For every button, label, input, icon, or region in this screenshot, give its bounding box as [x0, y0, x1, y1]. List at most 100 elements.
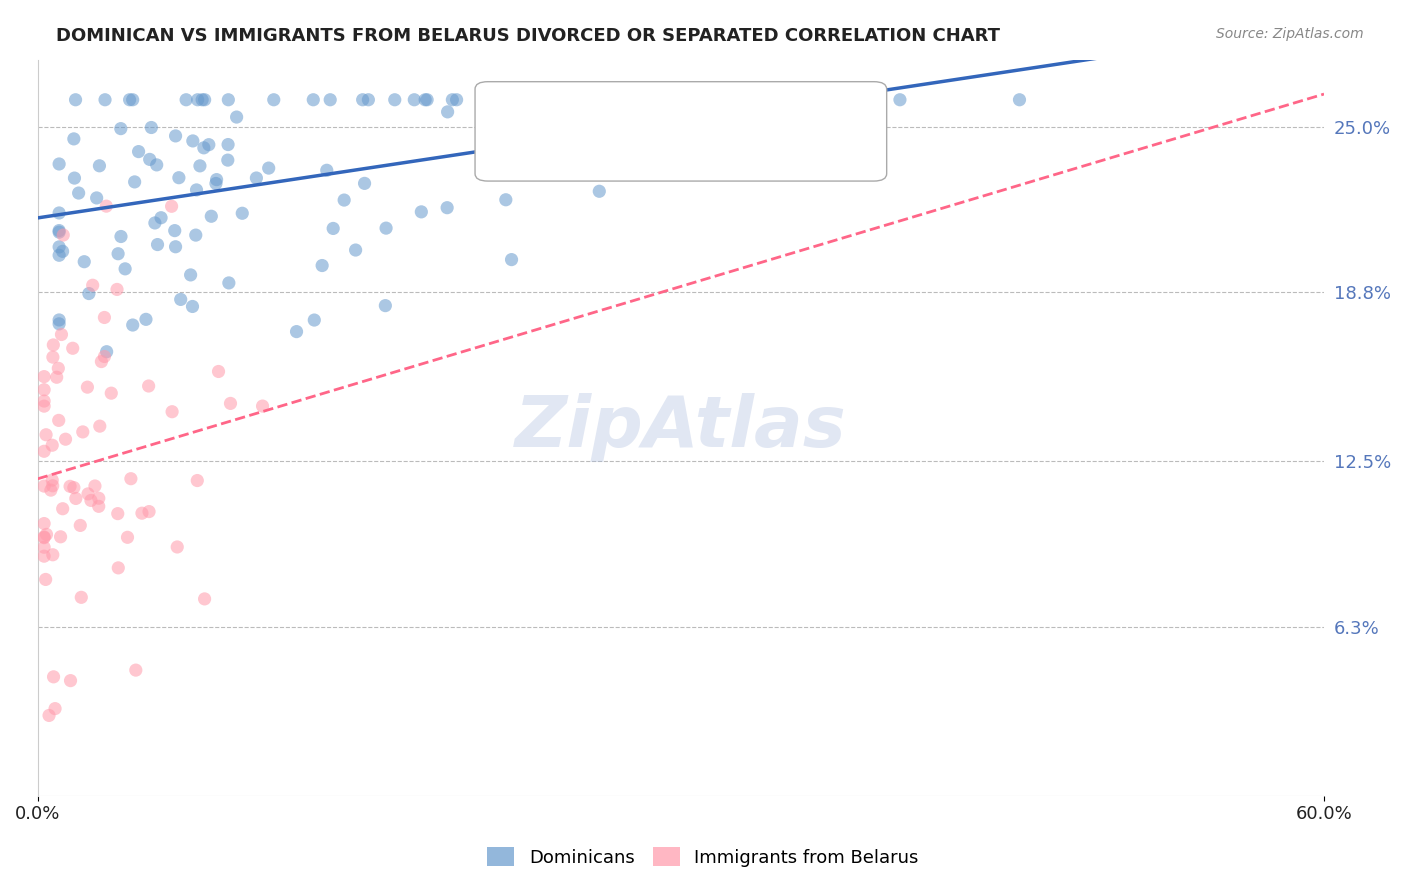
Dominicans	[67, 186, 90, 200]
Dominicans	[63, 132, 86, 146]
Immigrants from Belarus	[82, 278, 104, 293]
Dominicans	[344, 243, 367, 257]
Dominicans	[319, 93, 342, 107]
Immigrants from Belarus	[77, 487, 100, 501]
Dominicans	[165, 128, 187, 143]
Immigrants from Belarus	[32, 549, 55, 564]
Immigrants from Belarus	[87, 500, 110, 514]
Dominicans	[48, 313, 70, 327]
Dominicans	[187, 93, 209, 107]
Immigrants from Belarus	[138, 379, 160, 393]
Immigrants from Belarus	[120, 472, 142, 486]
Dominicans	[170, 293, 193, 307]
Dominicans	[446, 93, 468, 107]
Dominicans	[48, 157, 70, 171]
Dominicans	[302, 93, 325, 107]
Dominicans	[225, 110, 247, 124]
Immigrants from Belarus	[32, 369, 55, 384]
Dominicans	[205, 172, 228, 186]
Immigrants from Belarus	[89, 419, 111, 434]
Immigrants from Belarus	[32, 394, 55, 409]
Dominicans	[218, 276, 240, 290]
Dominicans	[374, 299, 396, 313]
Immigrants from Belarus	[76, 380, 98, 394]
Dominicans	[333, 193, 356, 207]
Dominicans	[73, 254, 96, 268]
Dominicans	[48, 248, 70, 262]
Dominicans	[200, 209, 222, 223]
Dominicans	[644, 119, 666, 133]
Dominicans	[352, 93, 374, 107]
FancyBboxPatch shape	[475, 82, 887, 181]
Dominicans	[322, 221, 344, 235]
Immigrants from Belarus	[207, 364, 229, 378]
Dominicans	[167, 170, 190, 185]
Dominicans	[48, 317, 70, 331]
Immigrants from Belarus	[52, 501, 75, 516]
Dominicans	[436, 201, 458, 215]
Immigrants from Belarus	[32, 399, 55, 413]
Immigrants from Belarus	[62, 341, 84, 355]
Immigrants from Belarus	[35, 427, 58, 442]
Immigrants from Belarus	[65, 491, 87, 506]
Immigrants from Belarus	[51, 327, 73, 342]
Dominicans	[128, 145, 150, 159]
Dominicans	[636, 93, 658, 107]
Dominicans	[86, 191, 108, 205]
Dominicans	[180, 268, 202, 282]
Dominicans	[217, 93, 239, 107]
Dominicans	[121, 93, 143, 107]
Dominicans	[163, 224, 186, 238]
Immigrants from Belarus	[32, 479, 55, 493]
Dominicans	[114, 261, 136, 276]
Immigrants from Belarus	[105, 282, 128, 296]
Immigrants from Belarus	[72, 425, 94, 439]
Dominicans	[245, 171, 267, 186]
Immigrants from Belarus	[100, 386, 122, 401]
Dominicans	[411, 205, 433, 219]
Dominicans	[716, 93, 738, 107]
Immigrants from Belarus	[166, 540, 188, 554]
Immigrants from Belarus	[52, 227, 75, 242]
Dominicans	[174, 93, 197, 107]
Dominicans	[495, 193, 517, 207]
Dominicans	[257, 161, 280, 175]
Dominicans	[65, 93, 87, 107]
Immigrants from Belarus	[80, 493, 103, 508]
Dominicans	[124, 175, 146, 189]
Dominicans	[562, 93, 585, 107]
Dominicans	[146, 237, 169, 252]
Dominicans	[121, 318, 143, 332]
Text: ZipAtlas: ZipAtlas	[515, 393, 846, 462]
Dominicans	[413, 93, 436, 107]
Legend: R =  0.399  N =  102, R = -0.031  N =  70: R = 0.399 N = 102, R = -0.031 N = 70	[546, 91, 815, 164]
Immigrants from Belarus	[42, 670, 65, 684]
Dominicans	[48, 223, 70, 237]
Immigrants from Belarus	[63, 481, 86, 495]
Dominicans	[304, 313, 326, 327]
Immigrants from Belarus	[39, 483, 62, 497]
Dominicans	[138, 153, 160, 167]
Immigrants from Belarus	[42, 338, 65, 352]
Dominicans	[205, 177, 228, 191]
Immigrants from Belarus	[90, 354, 112, 368]
Dominicans	[263, 93, 285, 107]
Dominicans	[645, 93, 668, 107]
Dominicans	[353, 177, 375, 191]
Immigrants from Belarus	[59, 673, 82, 688]
Dominicans	[145, 158, 167, 172]
Dominicans	[89, 159, 111, 173]
Dominicans	[315, 163, 337, 178]
Dominicans	[188, 159, 211, 173]
Immigrants from Belarus	[84, 479, 107, 493]
Dominicans	[110, 229, 132, 244]
Dominicans	[165, 240, 187, 254]
Dominicans	[110, 121, 132, 136]
Immigrants from Belarus	[42, 350, 65, 364]
Dominicans	[96, 344, 118, 359]
Immigrants from Belarus	[41, 479, 63, 493]
Immigrants from Belarus	[131, 506, 153, 520]
Text: DOMINICAN VS IMMIGRANTS FROM BELARUS DIVORCED OR SEPARATED CORRELATION CHART: DOMINICAN VS IMMIGRANTS FROM BELARUS DIV…	[56, 27, 1000, 45]
Immigrants from Belarus	[55, 432, 77, 446]
Immigrants from Belarus	[69, 518, 91, 533]
